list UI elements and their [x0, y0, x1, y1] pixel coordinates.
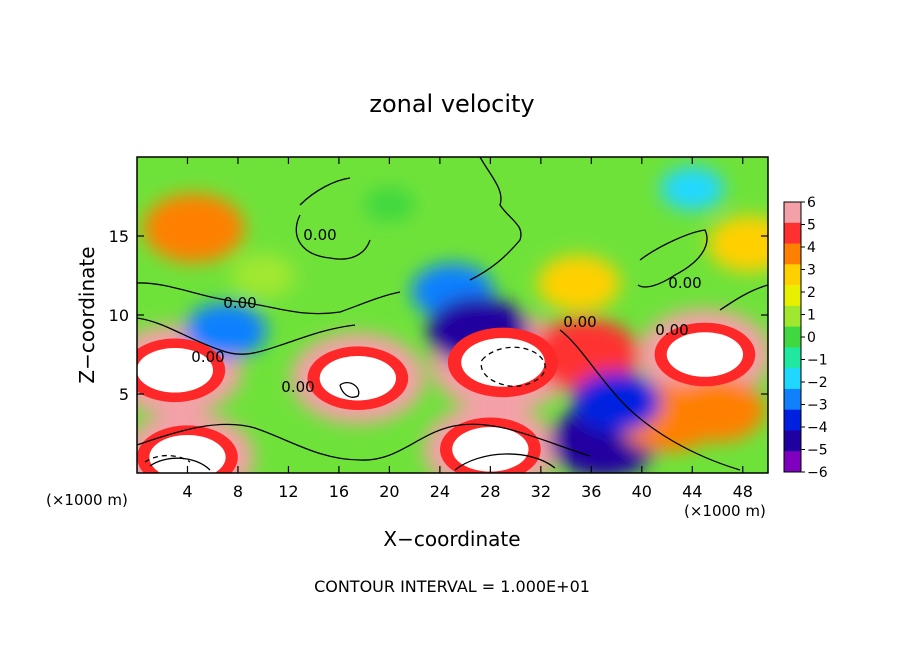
x-ticks: 4 8 12 16 20 24 28 32 36 40 44 48 — [182, 157, 753, 501]
heatmap-core-3 — [461, 338, 545, 387]
x-tick-label-3: 16 — [329, 482, 349, 501]
colorbar-swatch-4 — [784, 285, 801, 307]
colorbar-label-8: −2 — [807, 375, 828, 391]
colorbar-swatch-12 — [784, 451, 801, 473]
colorbar-label-9: −3 — [807, 398, 828, 414]
x-unit-left: (×1000 m) — [46, 491, 128, 509]
heatmap-core-4 — [666, 332, 744, 377]
x-tick-label-7: 32 — [531, 482, 551, 501]
contour-label-3: 0.00 — [281, 378, 314, 396]
contour-core-right — [454, 453, 556, 471]
heatmap-core-1 — [137, 348, 214, 393]
contour-zero-east — [559, 284, 768, 471]
colorbar-swatch-11 — [784, 430, 801, 452]
colorbar-label-11: −5 — [807, 443, 828, 459]
x-tick-label-8: 36 — [581, 482, 601, 501]
colorbar-label-0: 6 — [807, 195, 816, 211]
contour-label-2: 0.00 — [191, 348, 224, 366]
colorbar-swatch-0 — [784, 202, 801, 224]
colorbar-swatch-2 — [784, 243, 801, 265]
colorbar-swatch-3 — [784, 264, 801, 286]
heatmap-core-2 — [319, 355, 397, 401]
x-axis-label: X−coordinate — [383, 527, 520, 551]
heatmap-blob-0 — [143, 193, 245, 263]
colorbar-swatch-10 — [784, 409, 801, 431]
x-tick-label-11: 48 — [733, 482, 753, 501]
x-tick-label-10: 44 — [682, 482, 702, 501]
heatmap-blob-15 — [660, 166, 725, 211]
heatmap-core-6 — [149, 434, 226, 473]
y-axis-label: Z−coordinate — [75, 246, 99, 383]
x-tick-label-0: 4 — [182, 482, 192, 501]
contour-interval-note: CONTOUR INTERVAL = 1.000E+01 — [314, 577, 590, 596]
colorbar-swatch-5 — [784, 305, 801, 328]
colorbar-label-2: 4 — [807, 240, 816, 256]
heatmap-blob-17 — [537, 255, 620, 312]
contour-label-6: 0.00 — [655, 321, 688, 339]
x-tick-label-6: 28 — [480, 482, 500, 501]
contour-label-4: 0.00 — [563, 313, 596, 331]
contour-label-0: 0.00 — [223, 294, 256, 312]
y-tick-label-0: 5 — [119, 385, 129, 404]
y-tick-label-2: 15 — [109, 227, 129, 246]
colorbar-label-3: 3 — [807, 263, 816, 279]
colorbar-label-4: 2 — [807, 285, 816, 301]
chart-title: zonal velocity — [369, 90, 534, 118]
contour-labels: 0.00 0.00 0.00 0.00 0.00 0.00 0.00 — [191, 226, 701, 396]
heatmap-blob-16 — [707, 215, 768, 272]
contour-core-center — [339, 381, 360, 398]
contour-lines — [137, 157, 768, 471]
contour-label-1: 0.00 — [303, 226, 336, 244]
colorbar-label-6: 0 — [807, 330, 816, 346]
contour-zero-lower — [137, 423, 591, 461]
colorbar-swatch-1 — [784, 222, 801, 245]
contour-zero-right — [637, 229, 708, 288]
y-tick-label-1: 10 — [109, 306, 129, 325]
contour-core-left — [149, 457, 211, 471]
heatmap-blob-14 — [572, 371, 661, 433]
colorbar-label-5: 1 — [807, 308, 816, 324]
contour-zero-top — [295, 177, 371, 260]
colorbar-swatch-9 — [784, 388, 801, 411]
contour-zero-upper — [137, 282, 401, 315]
colorbar-label-12: −6 — [807, 465, 828, 481]
x-tick-label-1: 8 — [233, 482, 243, 501]
colorbar-swatch-7 — [784, 347, 801, 369]
x-tick-label-2: 12 — [278, 482, 298, 501]
colorbar-label-10: −4 — [807, 420, 828, 436]
colorbar-label-1: 5 — [807, 218, 816, 234]
colorbar-swatch-6 — [784, 326, 801, 348]
contour-zero-left — [137, 317, 356, 355]
contour-dashed-center — [480, 346, 546, 387]
contour-dashed-left — [144, 454, 191, 463]
heatmap-blob-18 — [231, 253, 296, 298]
colorbar: 6 5 4 3 2 1 0 −1 −2 −3 −4 −5 −6 — [783, 195, 828, 481]
y-ticks: 5 10 15 — [109, 227, 768, 404]
x-tick-label-9: 40 — [632, 482, 652, 501]
heatmap-blob-19 — [363, 186, 416, 222]
colorbar-swatch-8 — [784, 368, 801, 390]
contour-label-5: 0.00 — [668, 274, 701, 292]
x-tick-label-4: 20 — [379, 482, 399, 501]
x-unit-right: (×1000 m) — [684, 502, 766, 520]
contour-zero-middle — [469, 157, 522, 281]
colorbar-label-7: −1 — [807, 353, 828, 369]
x-tick-label-5: 24 — [430, 482, 450, 501]
